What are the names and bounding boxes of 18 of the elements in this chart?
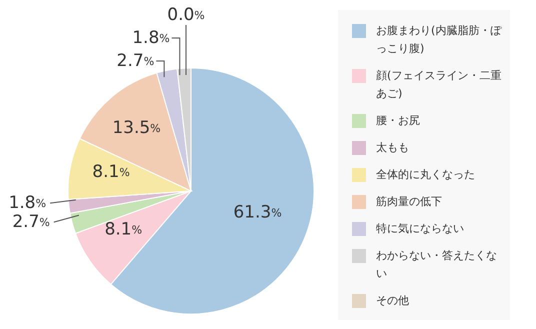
data-label: 1.8% [8,193,46,214]
legend-label: 顔(フェイスライン・二重あご) [376,68,502,102]
data-label: 13.5% [112,118,161,138]
legend-label: お腹まわり(内臓脂肪・ぽっこり腹) [376,23,503,57]
data-label: 61.3% [233,202,282,223]
text: 0.0% [167,5,205,25]
legend-label: 全体的に丸くなった [376,167,476,183]
legend-label: 特に気にならない [376,221,465,237]
legend-label: 筋肉量の低下 [376,194,443,210]
legend-label: 太もも [376,140,410,156]
data-label: 2.7% [12,212,50,232]
data-label: 1.8% [132,28,170,48]
legend-label: 腰・お尻 [376,113,421,129]
data-label: 2.7% [116,51,154,71]
data-label: 8.1% [104,219,142,240]
legend-label: その他 [376,293,410,309]
data-label: 8.1% [92,162,130,182]
legend-label: わからない・答えたくない [376,248,498,282]
